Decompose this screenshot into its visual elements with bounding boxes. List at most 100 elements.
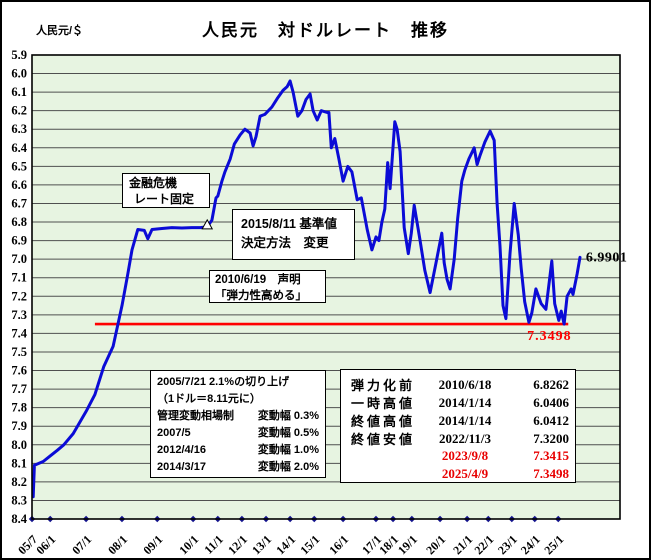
annotation-revaluation-history: 2005/7/21 2.1%の切り上げ （1ドル＝8.11元に） 管理変動相場制… [150,370,326,478]
x-axis-tick-label: 12/1 [225,532,250,557]
stat-date: 2023/9/8 [441,448,489,463]
stat-label: 終値安値 [351,432,416,447]
stat-value: 6.0406 [533,394,569,410]
latest-value-label: 6.9901 [586,250,628,265]
y-axis-tick-label: 5.9 [11,48,27,62]
stat-date: 2022/11/3 [438,430,491,446]
x-axis-tick-label: 06/1 [33,532,58,557]
table-row: 終値安値 2022/11/3 7.3200 [341,429,575,448]
y-axis-tick-label: 6.4 [11,141,27,155]
y-axis-tick-label: 6.0 [11,67,27,81]
x-axis-tick-label: 11/1 [201,532,226,557]
stat-value: 6.8262 [533,376,569,392]
x-axis-tick-label: 24/1 [518,532,543,557]
annotation-financial-crisis: 金融危機 レート固定 [122,173,210,208]
plot-border [31,54,621,520]
y-axis-tick-label: 8.4 [11,512,27,526]
annotation-text: 管理変動相場制 [157,410,234,423]
x-axis-tick-label: 13/1 [249,532,274,557]
annotation-text: 2005/7/21 2.1%の切り上げ [157,376,290,388]
x-axis-tick-label: 16/1 [326,532,351,557]
stat-value: 7.3415 [533,448,569,463]
annotation-row: 2005/7/21 2.1%の切り上げ [157,374,319,391]
annotation-2010-statement: 2010/6/19 声明 「弾力性高める」 [209,270,326,303]
annotation-line: 2015/8/11 基準値 [241,217,337,231]
x-axis-tick-label: 09/1 [140,532,165,557]
x-axis-tick-label: 19/1 [395,532,420,557]
y-axis-tick-label: 7.5 [11,345,27,359]
annotation-line: 決定方法 変更 [241,236,329,251]
annotation-row: （1ドル＝8.11元に） [157,391,319,408]
stat-date: 2010/6/18 [438,376,492,392]
annotation-text: 2007/5 [157,427,191,440]
x-axis-tick-label: 07/1 [69,532,94,557]
x-axis-tick-label: 22/1 [471,532,496,557]
table-row: 終値高値 2014/1/14 6.0412 [341,411,575,430]
y-axis-tick-label: 7.1 [11,271,27,285]
annotation-row: 2007/5 変動幅 0.5% [157,425,319,442]
stat-value: 6.0412 [533,412,569,428]
annotation-line: 2010/6/19 声明 [215,274,301,286]
x-axis-tick-label: 14/1 [273,532,298,557]
x-axis-tick-label: 20/1 [423,532,448,557]
y-axis-tick-label: 8.0 [11,438,27,452]
y-axis-tick-label: 6.3 [11,122,27,136]
y-axis-tick-label: 6.2 [11,104,27,118]
y-axis-tick-label: 8.3 [11,493,27,507]
chart-title: 人民元 対ドルレート 推移 [202,21,449,40]
y-axis-tick-label: 8.2 [11,475,27,489]
y-axis-tick-label: 7.8 [11,401,27,415]
y-axis-tick-label: 6.9 [11,234,27,248]
annotation-row: 2014/3/17 変動幅 2.0% [157,459,319,476]
x-axis-tick-label: 10/1 [176,532,201,557]
y-axis-tick-label: 6.1 [11,85,27,99]
y-axis-tick-label: 8.1 [11,456,27,470]
annotation-row: 2012/4/16 変動幅 1.0% [157,442,319,459]
y-axis-tick-label: 6.7 [11,196,27,210]
annotation-text: 2014/3/17 [157,461,206,474]
annotation-text: 変動幅 2.0% [257,461,319,474]
annotation-text: （1ドル＝8.11元に） [157,393,261,406]
y-axis-tick-label: 7.3 [11,308,27,322]
y-axis-tick-label: 7.9 [11,419,27,433]
y-axis-tick-label: 6.8 [11,215,27,229]
y-axis-tick-label: 7.4 [11,326,27,340]
x-axis-tick-label: 21/1 [450,532,475,557]
x-axis-tick-label: 15/1 [297,532,322,557]
annotation-text: 変動幅 1.0% [257,444,319,457]
y-axis-tick-label: 7.0 [11,252,27,266]
annotation-line: レート固定 [134,191,195,206]
annotation-line: 金融危機 [129,176,178,190]
stat-date: 2014/1/14 [438,394,492,410]
table-row: 2023/9/8 7.3415 [341,447,575,465]
annotation-text: 2012/4/16 [157,444,206,457]
x-axis-tick-label: 23/1 [495,532,520,557]
y-axis-tick-label: 6.5 [11,159,27,173]
event-marker-triangle [201,218,214,230]
y-axis-tick-label: 7.6 [11,364,27,378]
annotation-text: 変動幅 0.5% [257,427,319,440]
stat-label: 一時高値 [351,396,416,411]
y-axis-tick-label: 7.7 [11,382,27,396]
reference-line-label: 7.3498 [527,329,572,344]
rate-line-series [31,79,582,499]
table-row: 弾力化前 2010/6/18 6.8262 [341,375,575,394]
annotation-line: 「弾力性高める」 [215,289,307,302]
x-axis-tick-label: 25/1 [541,532,566,557]
stat-date: 2014/1/14 [438,412,492,428]
y-axis-unit-label: 人民元/＄ [36,25,84,37]
y-axis-tick-label: 6.6 [11,178,27,192]
stat-label: 終値高値 [351,414,416,429]
annotation-row: 管理変動相場制 変動幅 0.3% [157,408,319,425]
x-axis-tick-label: 08/1 [105,532,130,557]
stat-value: 7.3498 [533,466,569,481]
stat-label: 弾力化前 [351,378,416,393]
annotation-text: 変動幅 0.3% [257,410,319,423]
table-row: 2025/4/9 7.3498 [341,465,575,483]
stat-date: 2025/4/9 [441,466,489,481]
key-values-table: 弾力化前 2010/6/18 6.8262 一時高値 2014/1/14 6.0… [340,369,576,483]
table-row: 一時高値 2014/1/14 6.0406 [341,393,575,412]
stat-value: 7.3200 [533,430,569,446]
y-axis-tick-label: 7.2 [11,289,27,303]
